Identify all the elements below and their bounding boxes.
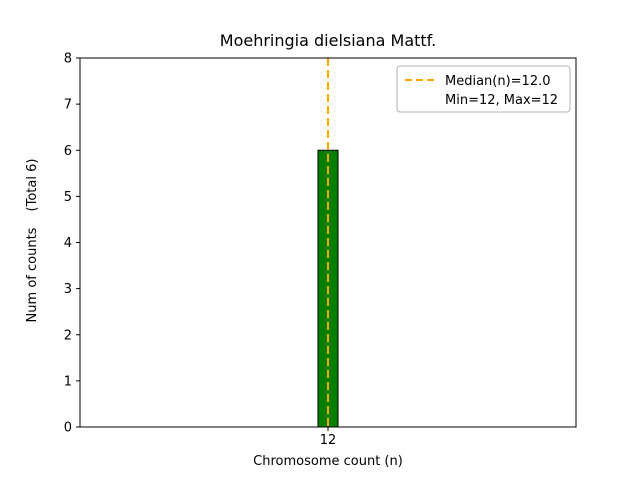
legend-label-minmax: Min=12, Max=12: [445, 93, 558, 108]
y-tick-label: 8: [64, 52, 72, 67]
y-axis-total-note: (Total 6): [25, 159, 40, 212]
y-tick-label: 4: [64, 236, 72, 251]
y-tick-label: 1: [64, 374, 72, 389]
y-tick-label: 6: [64, 144, 72, 159]
y-tick-label: 7: [64, 98, 72, 113]
chart-title: Moehringia dielsiana Mattf.: [220, 31, 436, 50]
x-axis-label: Chromosome count (n): [253, 454, 403, 469]
y-tick-label: 3: [64, 282, 72, 297]
y-tick-label: 5: [64, 190, 72, 205]
y-tick-label: 2: [64, 328, 72, 343]
x-tick-label: 12: [320, 433, 337, 448]
legend: Median(n)=12.0 Min=12, Max=12: [396, 65, 571, 113]
legend-box: [396, 65, 571, 113]
legend-label-median: Median(n)=12.0: [445, 74, 551, 89]
y-tick-label: 0: [64, 421, 72, 436]
y-axis-label: Num of counts: [25, 227, 40, 322]
